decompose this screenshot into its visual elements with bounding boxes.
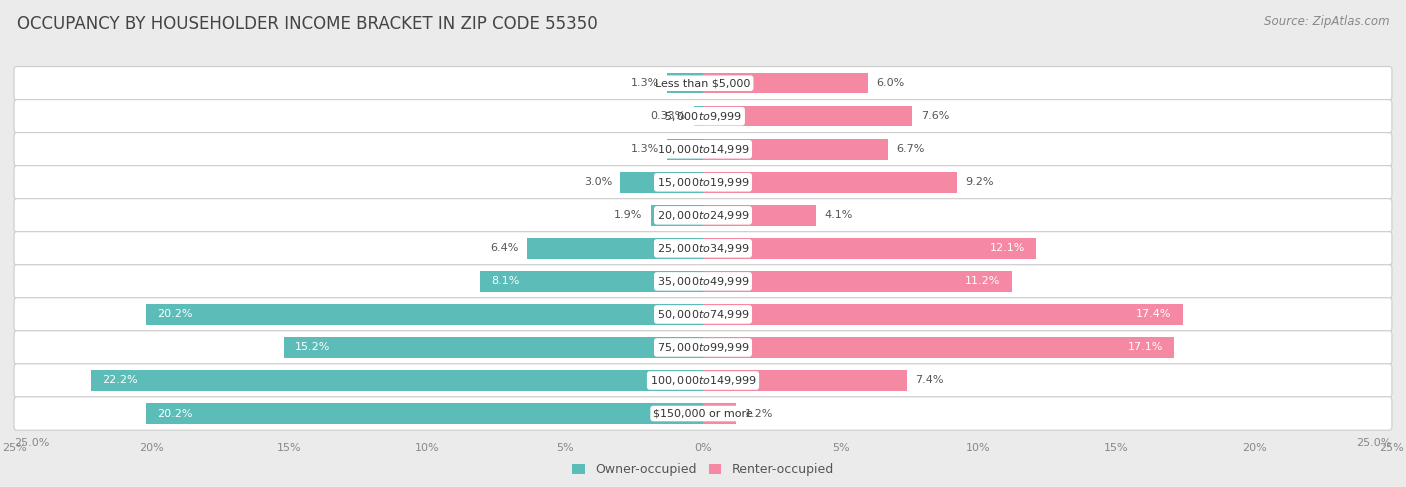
Text: 11.2%: 11.2% [966,277,1001,286]
Bar [703,172,956,192]
Text: 6.4%: 6.4% [489,244,519,253]
FancyBboxPatch shape [14,298,1392,331]
Text: 25.0%: 25.0% [14,438,49,448]
Text: $35,000 to $49,999: $35,000 to $49,999 [657,275,749,288]
Bar [703,205,815,225]
Text: 9.2%: 9.2% [965,177,993,187]
FancyBboxPatch shape [14,364,1392,397]
Text: 8.1%: 8.1% [491,277,519,286]
Bar [527,238,703,259]
Bar [703,304,1182,325]
Bar [146,403,703,424]
FancyBboxPatch shape [14,331,1392,364]
Bar [668,139,703,160]
Text: $20,000 to $24,999: $20,000 to $24,999 [657,209,749,222]
Text: 6.7%: 6.7% [896,144,924,154]
Text: 20.2%: 20.2% [157,409,193,418]
Bar [703,370,907,391]
Bar [620,172,703,192]
FancyBboxPatch shape [14,132,1392,166]
Text: $10,000 to $14,999: $10,000 to $14,999 [657,143,749,156]
Text: 22.2%: 22.2% [103,375,138,386]
Text: $25,000 to $34,999: $25,000 to $34,999 [657,242,749,255]
Text: $150,000 or more: $150,000 or more [654,409,752,418]
Bar [703,238,1036,259]
Text: $75,000 to $99,999: $75,000 to $99,999 [657,341,749,354]
Text: Less than $5,000: Less than $5,000 [655,78,751,88]
Bar [703,337,1174,358]
Text: 6.0%: 6.0% [876,78,905,88]
Text: 1.3%: 1.3% [631,78,659,88]
Bar [703,139,887,160]
Text: 25.0%: 25.0% [1357,438,1392,448]
Bar [479,271,703,292]
Bar [703,106,912,127]
Text: 1.3%: 1.3% [631,144,659,154]
Bar [703,403,737,424]
Text: 0.33%: 0.33% [651,111,686,121]
FancyBboxPatch shape [14,166,1392,199]
FancyBboxPatch shape [14,199,1392,232]
Text: 1.2%: 1.2% [744,409,773,418]
Bar [91,370,703,391]
FancyBboxPatch shape [14,99,1392,133]
Text: 3.0%: 3.0% [583,177,612,187]
FancyBboxPatch shape [14,67,1392,100]
Bar [146,304,703,325]
Text: 7.6%: 7.6% [921,111,949,121]
Text: 15.2%: 15.2% [295,342,330,353]
Text: 17.4%: 17.4% [1136,309,1171,319]
Text: 1.9%: 1.9% [614,210,643,220]
Bar [703,271,1012,292]
Bar [668,73,703,94]
Bar [284,337,703,358]
FancyBboxPatch shape [14,265,1392,298]
Text: OCCUPANCY BY HOUSEHOLDER INCOME BRACKET IN ZIP CODE 55350: OCCUPANCY BY HOUSEHOLDER INCOME BRACKET … [17,15,598,33]
Legend: Owner-occupied, Renter-occupied: Owner-occupied, Renter-occupied [568,458,838,482]
Bar [703,73,869,94]
Text: 7.4%: 7.4% [915,375,943,386]
Bar [695,106,703,127]
Text: $15,000 to $19,999: $15,000 to $19,999 [657,176,749,189]
Text: Source: ZipAtlas.com: Source: ZipAtlas.com [1264,15,1389,28]
Text: $100,000 to $149,999: $100,000 to $149,999 [650,374,756,387]
Text: $50,000 to $74,999: $50,000 to $74,999 [657,308,749,321]
Text: 12.1%: 12.1% [990,244,1025,253]
Bar [651,205,703,225]
Text: $5,000 to $9,999: $5,000 to $9,999 [664,110,742,123]
FancyBboxPatch shape [14,232,1392,265]
Text: 4.1%: 4.1% [824,210,852,220]
FancyBboxPatch shape [14,397,1392,430]
Text: 17.1%: 17.1% [1128,342,1163,353]
Text: 20.2%: 20.2% [157,309,193,319]
